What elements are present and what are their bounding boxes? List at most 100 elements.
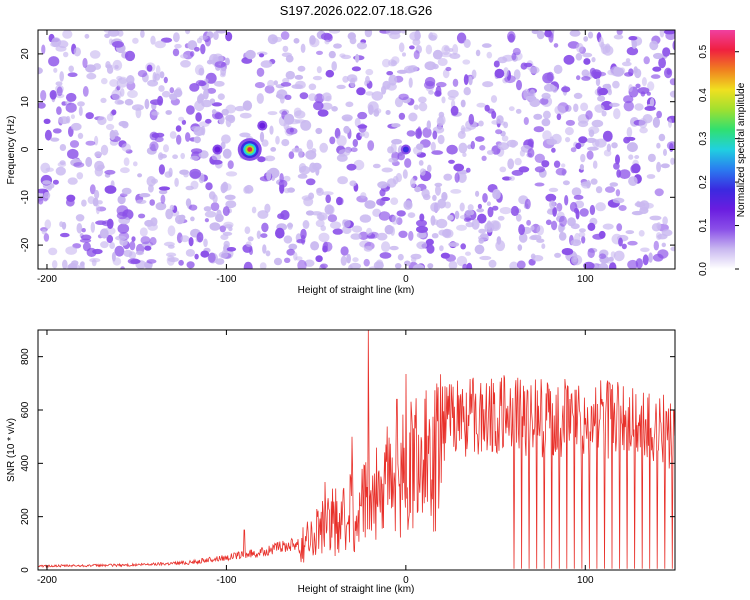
- heatmap-cell: [320, 263, 328, 269]
- heatmap-cell: [652, 66, 662, 72]
- heatmap-y-tick-label: -20: [20, 237, 31, 252]
- heatmap-cell: [637, 87, 650, 95]
- heatmap-cell: [160, 194, 166, 204]
- heatmap-cell: [536, 30, 545, 40]
- heatmap-cell: [436, 218, 448, 229]
- heatmap-cell: [318, 214, 325, 221]
- heatmap-cell: [598, 262, 609, 269]
- heatmap-cell: [432, 130, 438, 140]
- heatmap-cell: [621, 243, 627, 250]
- heatmap-cell: [239, 132, 251, 138]
- heatmap-cell: [285, 70, 295, 80]
- snr-x-tick-label: -100: [216, 575, 236, 586]
- heatmap-cell: [40, 90, 47, 101]
- heatmap-cell: [448, 159, 455, 164]
- heatmap-cell: [625, 58, 631, 63]
- heatmap-cell: [487, 108, 495, 114]
- heatmap-cell: [570, 147, 577, 153]
- heatmap-cell: [221, 108, 229, 116]
- snr-y-ticks: 0 200 400 600 800: [20, 348, 675, 573]
- heatmap-cell: [225, 31, 233, 42]
- heatmap-cell: [415, 128, 422, 139]
- heatmap-cell: [541, 243, 546, 249]
- heatmap-cell: [502, 176, 512, 181]
- heatmap-cell: [539, 97, 549, 105]
- heatmap-cell: [366, 227, 373, 236]
- heatmap-cell: [277, 213, 285, 220]
- heatmap-cell: [270, 147, 277, 152]
- heatmap-cell: [464, 209, 475, 216]
- heatmap-cell: [516, 79, 522, 91]
- heatmap-cell: [564, 195, 569, 206]
- colorbar-tick-label: 0.3: [698, 131, 709, 145]
- heatmap-cell: [270, 172, 276, 181]
- heatmap-cell: [670, 157, 675, 165]
- heatmap-cell: [576, 42, 584, 53]
- heatmap-cell: [462, 59, 471, 65]
- heatmap-cell: [655, 232, 662, 241]
- heatmap-cell: [352, 257, 359, 263]
- heatmap-cell: [90, 221, 96, 233]
- heatmap-cell: [418, 102, 428, 112]
- heatmap-cell: [609, 182, 619, 187]
- heatmap-cell: [262, 244, 267, 254]
- heatmap-cell: [563, 54, 575, 65]
- heatmap-cell: [612, 197, 625, 204]
- heatmap-cell: [618, 169, 631, 180]
- colorbar-tick-label: 0.5: [698, 44, 709, 58]
- heatmap-cell: [670, 246, 675, 252]
- heatmap-cell: [227, 160, 234, 170]
- snr-series-line: [38, 330, 675, 569]
- heatmap-cell: [427, 263, 434, 269]
- heatmap-cell: [127, 258, 140, 265]
- heatmap-cell: [365, 91, 374, 96]
- heatmap-cell: [567, 217, 576, 227]
- heatmap-cell: [176, 134, 182, 145]
- heatmap-cell: [117, 223, 130, 234]
- heatmap-cell: [336, 84, 346, 90]
- heatmap-cell: [62, 30, 73, 39]
- heatmap-x-tick-label: 0: [403, 274, 409, 285]
- heatmap-cell: [106, 234, 114, 244]
- heatmap-y-tick-label: 0: [20, 146, 31, 152]
- heatmap-cell: [198, 35, 208, 41]
- heatmap-cell: [137, 70, 148, 78]
- heatmap-cell: [190, 148, 203, 154]
- heatmap-cell: [75, 214, 85, 222]
- heatmap-cell: [120, 167, 130, 174]
- heatmap-cell: [441, 194, 448, 200]
- heatmap-cell: [249, 247, 253, 255]
- heatmap-cell: [43, 118, 51, 125]
- heatmap-cell: [38, 67, 43, 75]
- heatmap-cell: [659, 30, 665, 38]
- heatmap-cell: [174, 43, 182, 49]
- heatmap-cell: [585, 110, 593, 120]
- heatmap-cell: [144, 245, 152, 251]
- heatmap-cell: [602, 223, 614, 230]
- heatmap-cell: [471, 219, 480, 230]
- heatmap-cell: [589, 204, 596, 216]
- heatmap-cell: [341, 114, 353, 121]
- heatmap-cell: [518, 166, 530, 173]
- heatmap-cell: [481, 155, 487, 161]
- heatmap-cell: [155, 65, 161, 76]
- heatmap-cell: [365, 68, 374, 76]
- heatmap-cell: [315, 255, 323, 263]
- heatmap-cell: [179, 214, 186, 220]
- heatmap-cell: [542, 110, 551, 120]
- heatmap-cell: [602, 83, 612, 90]
- heatmap-cell: [121, 187, 132, 195]
- heatmap-cell: [185, 132, 191, 142]
- heatmap-secondary-peak: [214, 146, 221, 153]
- heatmap-cell: [56, 86, 63, 97]
- heatmap-cell: [565, 137, 571, 143]
- heatmap-cell: [167, 225, 176, 237]
- heatmap-cell: [297, 65, 306, 72]
- heatmap-cell: [524, 198, 531, 210]
- heatmap-cell: [311, 148, 317, 154]
- heatmap-cell: [477, 213, 487, 224]
- heatmap-cell: [324, 204, 334, 215]
- heatmap-cell: [598, 36, 604, 48]
- heatmap-cell: [293, 251, 298, 261]
